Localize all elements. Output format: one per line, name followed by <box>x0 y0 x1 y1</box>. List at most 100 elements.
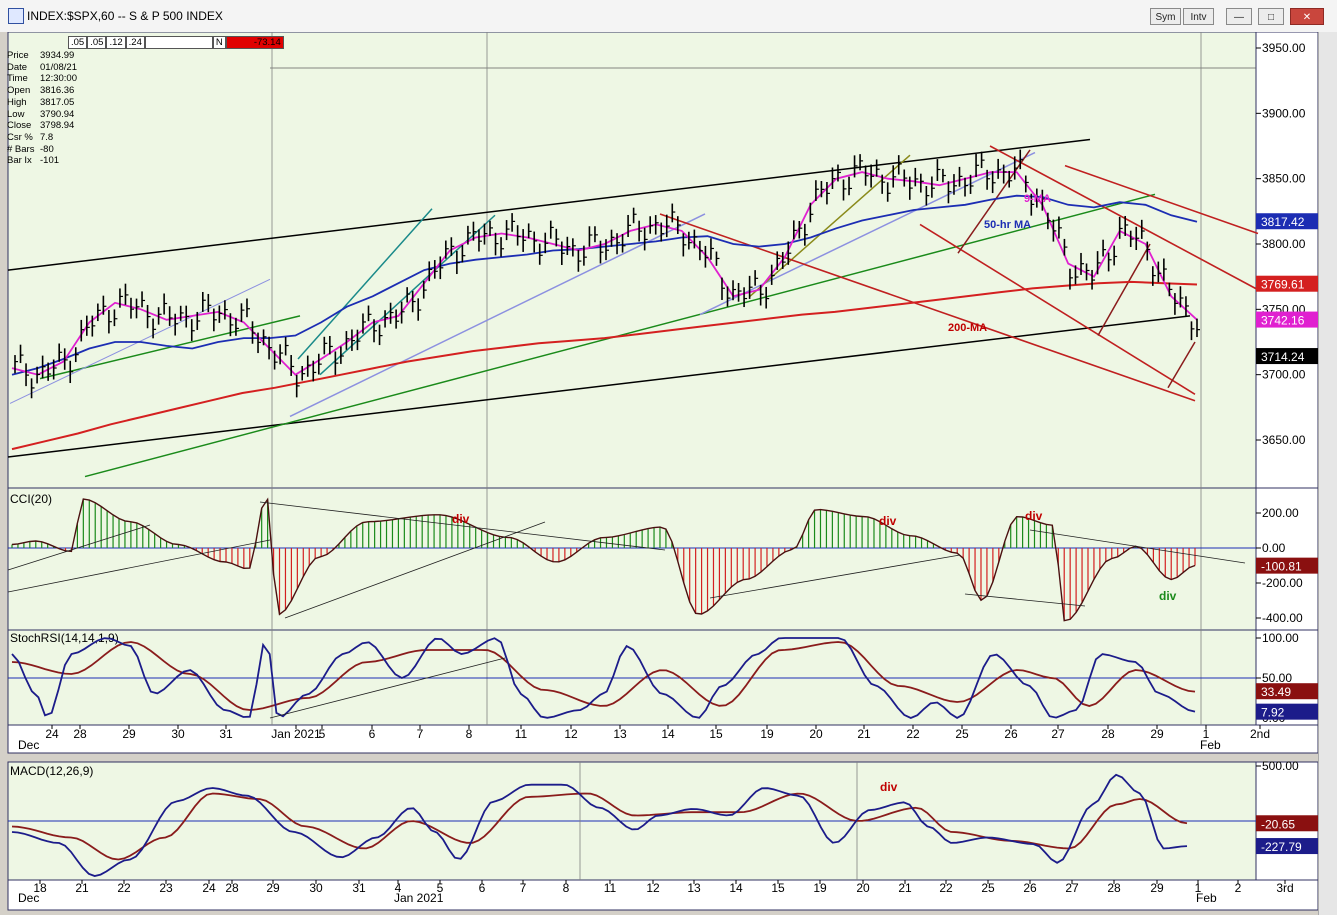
info-row: # Bars -80 <box>7 144 77 156</box>
info-value: 12:30:00 <box>40 73 77 85</box>
chart-app-icon <box>8 8 24 24</box>
date-tick-label: 20 <box>809 727 823 741</box>
date-tick-label: 15 <box>709 727 723 741</box>
date-tick-label: 30 <box>309 881 323 895</box>
month-label: Dec <box>18 738 39 752</box>
date-tick-label: 26 <box>1004 727 1018 741</box>
vertical-scrollbar[interactable] <box>1318 32 1337 915</box>
date-tick-label: 29 <box>122 727 136 741</box>
trendline <box>919 223 1196 395</box>
cci-trendline <box>259 501 666 551</box>
macd-div-annotation: div <box>880 780 898 794</box>
trendline <box>957 149 1031 254</box>
trendline <box>7 315 1191 458</box>
info-key: Low <box>7 108 25 120</box>
stoch-d-last-value: 7.92 <box>1261 706 1285 720</box>
date-tick-label: 30 <box>171 727 185 741</box>
info-value: 7.8 <box>40 131 54 143</box>
header-field[interactable] <box>144 36 213 49</box>
info-value: 3816.36 <box>40 85 75 97</box>
date-tick-label: 14 <box>729 881 743 895</box>
macd-y-tick-label: 500.00 <box>1262 759 1299 773</box>
ma200-last-value: 3769.61 <box>1261 278 1305 292</box>
window-titlebar: INDEX:$SPX,60 -- S & P 500 INDEX Sym Int… <box>0 0 1337 33</box>
info-row: Price 3934.99 <box>7 50 77 62</box>
date-tick-label: 18 <box>33 881 47 895</box>
ma9-last-value-box <box>1256 311 1318 328</box>
month-label: Dec <box>18 891 39 905</box>
header-field[interactable]: N <box>212 36 226 49</box>
signal-last-value-box <box>1256 838 1318 855</box>
date-tick-label: 29 <box>1150 881 1164 895</box>
stoch-d-last-value-box <box>1256 703 1318 720</box>
trendline <box>1097 243 1151 336</box>
stoch-title: StochRSI(14,14,1,9) <box>10 631 119 645</box>
date-tick-label: 28 <box>73 727 87 741</box>
header-field[interactable]: .24 <box>125 36 145 49</box>
date-tick-label: 21 <box>857 727 871 741</box>
sym-button[interactable]: Sym <box>1150 8 1181 25</box>
info-value: -101 <box>40 155 60 167</box>
info-value: 3798.94 <box>40 120 75 132</box>
info-key: Date <box>7 61 28 73</box>
price-y-tick-label: 3650.00 <box>1262 433 1306 447</box>
cci-last-value: -100.81 <box>1261 560 1302 574</box>
price-axis-panel <box>1255 32 1319 489</box>
ma50-last-value-box <box>1256 213 1318 230</box>
cci-y-tick-label: -200.00 <box>1262 576 1303 590</box>
info-value: 3790.94 <box>40 108 75 120</box>
info-row: Date 01/08/21 <box>7 62 77 74</box>
cci-panel <box>7 487 1257 631</box>
date-tick-label: 7 <box>520 881 527 895</box>
info-row: Time 12:30:00 <box>7 73 77 85</box>
stoch-d-line <box>11 641 1196 711</box>
cci-last-value-box <box>1256 557 1318 574</box>
cci-histogram <box>11 499 1196 621</box>
info-value: 01/08/21 <box>40 61 77 73</box>
date-tick-label: 26 <box>1023 881 1037 895</box>
header-field[interactable]: .05 <box>68 36 88 49</box>
cci-trendline <box>7 524 151 571</box>
price-y-tick-label: 3900.00 <box>1262 106 1306 120</box>
date-tick-label: 21 <box>898 881 912 895</box>
ma200-line <box>11 280 1198 451</box>
info-row: High 3817.05 <box>7 97 77 109</box>
macd-title: MACD(12,26,9) <box>10 764 93 778</box>
close-button[interactable]: ✕ <box>1290 8 1324 25</box>
info-key: Close <box>7 120 32 132</box>
stoch-y-tick-label: 50.00 <box>1262 671 1292 685</box>
date-tick-label: 14 <box>661 727 675 741</box>
price-y-tick-label: 3850.00 <box>1262 172 1306 186</box>
date-tick-label: 27 <box>1065 881 1079 895</box>
info-row: Csr % 7.8 <box>7 132 77 144</box>
ma9-line <box>11 171 1198 376</box>
date-tick-label: 12 <box>646 881 660 895</box>
info-key: Time <box>7 73 28 85</box>
cci-div-annotation: div <box>452 512 470 526</box>
cci-title: CCI(20) <box>10 492 52 506</box>
restore-button[interactable]: □ <box>1258 8 1284 25</box>
interval-button[interactable]: Intv <box>1183 8 1214 25</box>
date-tick-label: 4 <box>395 881 402 895</box>
info-key: # Bars <box>7 143 35 155</box>
date-tick-label: 2 <box>1235 881 1242 895</box>
info-key: High <box>7 96 27 108</box>
macd-line <box>11 773 1188 877</box>
header-field[interactable]: .05 <box>87 36 107 49</box>
info-value: 3934.99 <box>40 50 75 61</box>
header-field[interactable]: .12 <box>106 36 126 49</box>
date-tick-label: 19 <box>760 727 774 741</box>
cci-div-annotation: div <box>1159 589 1177 603</box>
minimize-button[interactable]: — <box>1226 8 1252 25</box>
info-key: Csr % <box>7 131 33 143</box>
date-tick-label: 5 <box>319 727 326 741</box>
date-tick-label: 25 <box>955 727 969 741</box>
price-last-value: 3714.24 <box>1261 350 1305 364</box>
macd-last-value: -20.65 <box>1261 817 1295 831</box>
date-tick-label: 7 <box>417 727 424 741</box>
info-key: Open <box>7 85 31 97</box>
date-tick-label: 8 <box>466 727 473 741</box>
stoch-k-line <box>11 637 1196 719</box>
date-tick-label: 8 <box>563 881 570 895</box>
date-tick-label: 1 <box>1195 881 1202 895</box>
